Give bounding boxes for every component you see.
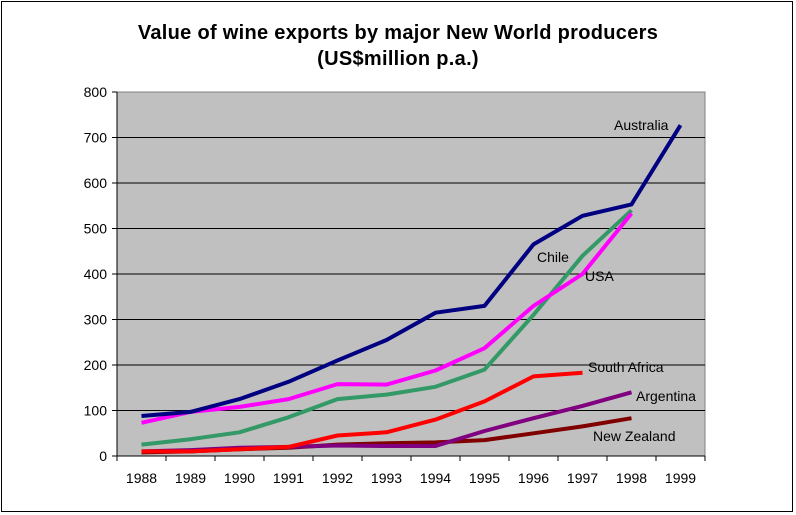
series-label-new-zealand: New Zealand [593,428,676,444]
x-tick-label: 1989 [175,470,206,486]
series-label-chile: Chile [537,249,569,265]
y-tick-label: 500 [84,221,108,237]
x-tick-label: 1998 [616,470,647,486]
y-tick-label: 300 [84,312,108,328]
series-label-south-africa: South Africa [588,359,664,375]
chart-subtitle: (US$million p.a.) [317,48,479,70]
x-tick-label: 1997 [567,470,598,486]
y-tick-label: 0 [99,448,107,464]
series-line-south-africa [141,370,583,454]
series-lines [141,124,683,455]
x-tick-label: 1990 [224,470,255,486]
chart-title: Value of wine exports by major New World… [137,22,659,44]
x-axis-ticks: 1988 1989 1990 1991 1992 1993 1994 1995 1996 1997… [116,456,706,486]
y-tick-label: 800 [84,84,108,100]
x-tick-label: 1988 [126,470,157,486]
x-tick-label: 1996 [518,470,549,486]
series-label-usa: USA [585,268,614,284]
x-tick-label: 1992 [322,470,353,486]
series-label-argentina: Argentina [636,388,696,404]
y-tick-label: 600 [84,175,108,191]
series-line-usa [141,212,634,425]
series-labels: Australia USA Chile South Africa Argentina Ne… [537,117,696,444]
y-tick-label: 200 [84,357,108,373]
y-tick-label: 400 [84,266,108,282]
x-tick-label: 1995 [469,470,500,486]
series-label-australia: Australia [614,117,669,133]
y-tick-label: 100 [84,403,108,419]
x-tick-label: 1993 [371,470,402,486]
y-axis-ticks: 0 100 200 300 400 500 600 700 800 [84,84,117,464]
x-tick-label: 1999 [665,470,696,486]
y-tick-label: 700 [84,130,108,146]
x-tick-label: 1994 [420,470,451,486]
x-tick-label: 1991 [273,470,304,486]
series-line-australia [141,124,683,418]
gridlines [117,137,705,411]
